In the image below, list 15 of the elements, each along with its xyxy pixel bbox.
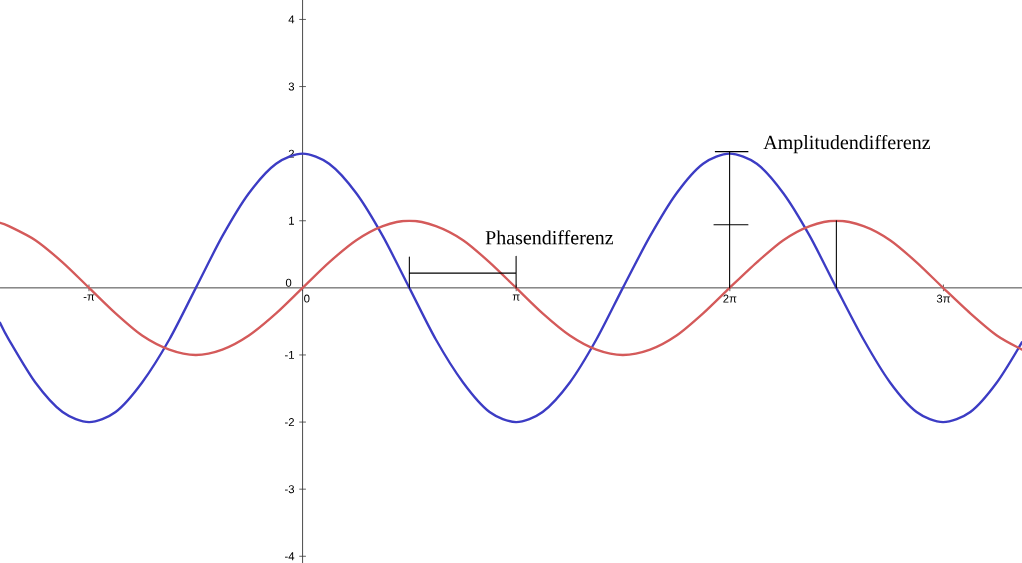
x-tick-label: π bbox=[512, 294, 520, 301]
y-tick-label: -4 bbox=[284, 552, 295, 561]
y-tick-label: 1 bbox=[289, 216, 294, 225]
y-tick-label: 4 bbox=[288, 15, 295, 24]
y-tick-label: 0 bbox=[285, 278, 292, 287]
annotation: Amplitudendifferenz bbox=[763, 134, 931, 154]
y-tick-label: -2 bbox=[284, 418, 294, 427]
y-tick-label: -1 bbox=[284, 351, 294, 359]
x-tick-label: -π bbox=[83, 294, 95, 301]
y-tick-label: 3 bbox=[288, 82, 295, 91]
x-tick-label: 3π bbox=[936, 294, 951, 303]
x-tick-label: 2π bbox=[723, 294, 737, 303]
annotation: Phasendifferenz bbox=[485, 230, 614, 245]
y-tick-label: -3 bbox=[284, 485, 295, 494]
x-tick-label: 0 bbox=[304, 294, 310, 303]
